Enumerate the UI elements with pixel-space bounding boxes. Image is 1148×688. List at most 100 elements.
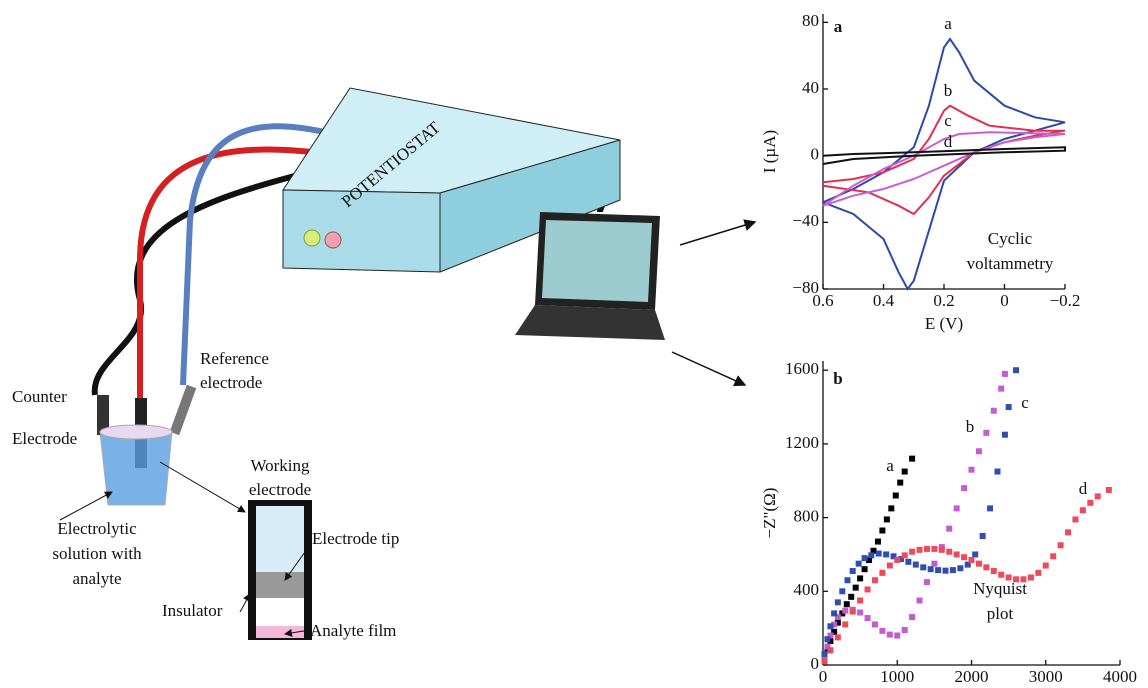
point xyxy=(983,430,989,436)
series-label: d xyxy=(1079,479,1088,498)
point xyxy=(1002,432,1008,438)
point xyxy=(913,562,919,568)
series-label: d xyxy=(944,132,953,151)
point xyxy=(950,567,956,573)
y-tick-label: 800 xyxy=(794,507,820,526)
x-tick-label: 0.2 xyxy=(933,291,954,310)
y-tick-label: 0 xyxy=(811,654,820,673)
series-label: c xyxy=(1021,393,1029,412)
point xyxy=(865,586,871,592)
light xyxy=(304,230,320,246)
point xyxy=(994,469,1000,475)
point xyxy=(845,577,851,583)
point xyxy=(1013,576,1019,582)
point xyxy=(827,647,833,653)
x-tick-label: 0 xyxy=(1000,291,1009,310)
point xyxy=(943,568,949,574)
point xyxy=(848,594,854,600)
point xyxy=(902,627,908,633)
point xyxy=(1095,493,1101,499)
point xyxy=(857,598,863,604)
arrow xyxy=(672,352,745,385)
point xyxy=(862,566,868,572)
label: electrode xyxy=(200,373,262,392)
point xyxy=(991,408,997,414)
annotation: plot xyxy=(987,604,1014,623)
point xyxy=(976,561,982,567)
y-tick-label: 40 xyxy=(802,78,819,97)
point xyxy=(1043,563,1049,569)
x-tick-label: 0.4 xyxy=(873,291,895,310)
point xyxy=(983,564,989,570)
point xyxy=(856,561,862,567)
label: solution with xyxy=(52,544,142,563)
point xyxy=(1035,570,1041,576)
series-label: b xyxy=(944,81,953,100)
point xyxy=(917,598,923,604)
point xyxy=(954,505,960,511)
point xyxy=(894,557,900,563)
label: Electrode xyxy=(12,429,77,448)
y-tick-label: −40 xyxy=(792,211,819,230)
point xyxy=(920,564,926,570)
label: Analyte film xyxy=(310,621,396,640)
point xyxy=(835,599,841,605)
y-tick-label: −80 xyxy=(792,278,819,297)
arrow xyxy=(160,462,245,512)
point xyxy=(868,552,874,558)
point xyxy=(827,623,833,629)
label: analyte xyxy=(72,569,121,588)
point xyxy=(909,614,915,620)
series-label: c xyxy=(944,111,952,130)
point xyxy=(917,547,923,553)
point xyxy=(872,621,878,627)
point xyxy=(931,546,937,552)
point xyxy=(857,609,863,615)
point xyxy=(1006,404,1012,410)
label: Insulator xyxy=(162,601,223,620)
point xyxy=(946,549,952,555)
point xyxy=(879,570,885,576)
panel-letter: b xyxy=(833,369,842,388)
arrow xyxy=(680,222,755,245)
cv-curve xyxy=(823,39,1065,289)
point xyxy=(1058,542,1064,548)
panel-letter: a xyxy=(834,17,843,36)
x-tick-label: 3000 xyxy=(1029,667,1063,686)
point xyxy=(1106,487,1112,493)
point xyxy=(844,601,850,607)
x-tick-label: 0 xyxy=(819,667,828,686)
beaker-rim xyxy=(100,425,172,439)
point xyxy=(957,565,963,571)
point xyxy=(872,577,878,583)
point xyxy=(976,448,982,454)
series-label: a xyxy=(886,456,894,475)
y-tick-label: 400 xyxy=(794,580,820,599)
annotation: Nyquist xyxy=(973,579,1027,598)
point xyxy=(954,551,960,557)
point xyxy=(884,516,890,522)
point xyxy=(905,559,911,565)
point xyxy=(857,575,863,581)
arrow xyxy=(60,492,112,520)
point xyxy=(1028,574,1034,580)
point xyxy=(935,567,941,573)
electrode-tip xyxy=(256,572,304,598)
beaker xyxy=(100,432,172,505)
point xyxy=(924,546,930,552)
x-tick-label: 4000 xyxy=(1103,667,1137,686)
point xyxy=(928,566,934,572)
point xyxy=(875,539,881,545)
label: Working xyxy=(250,456,310,475)
label: Electrolytic xyxy=(57,519,137,538)
point xyxy=(909,456,915,462)
point xyxy=(839,588,845,594)
point xyxy=(1065,529,1071,535)
point xyxy=(1050,553,1056,559)
electrode-gap xyxy=(256,598,304,626)
light xyxy=(325,232,341,248)
point xyxy=(850,609,856,615)
y-axis-label: −Z"(Ω) xyxy=(760,488,779,539)
figure: POTENTIOSTAT Counter Electrode Reference… xyxy=(0,0,1148,688)
electrode-interior xyxy=(256,506,304,572)
